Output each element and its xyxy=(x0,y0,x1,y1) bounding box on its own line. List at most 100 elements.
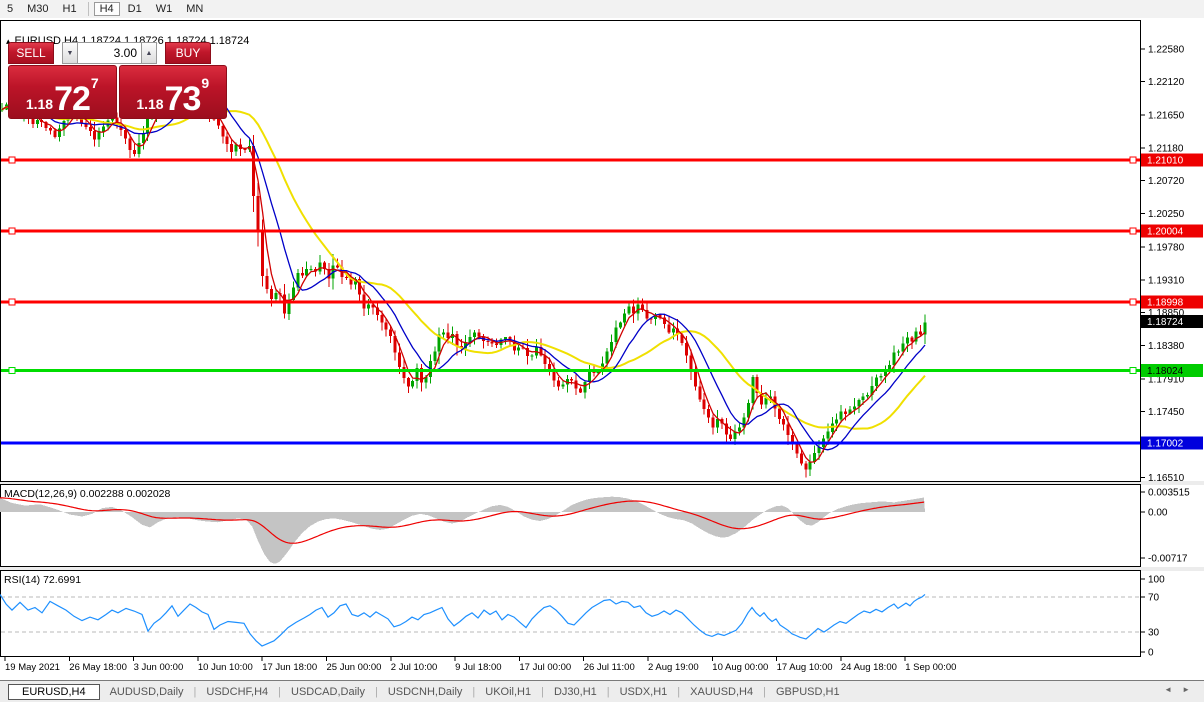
price-tick: 1.19780 xyxy=(1148,242,1185,253)
collapse-panel-icon[interactable]: ▴ xyxy=(6,36,11,46)
rsi-pane-frame xyxy=(0,570,1141,657)
time-axis-label: 17 Jul 00:00 xyxy=(519,662,571,673)
tab-usdchf[interactable]: USDCHF,H4 xyxy=(206,686,269,698)
tab-separator: | xyxy=(374,686,378,698)
chart-window: 1.22580 1.22120 1.21650 1.21180 1.20720 1.202… xyxy=(0,18,1204,680)
hline-handle xyxy=(1129,298,1137,306)
time-axis-label: 9 Jul 18:00 xyxy=(455,662,501,673)
hline-price-label: 1.17002 xyxy=(1147,438,1184,449)
macd-signal-line xyxy=(0,497,925,544)
tab-separator: | xyxy=(606,686,610,698)
tab-scroll-left-icon[interactable]: ◄ xyxy=(1164,685,1183,694)
macd-label: MACD(12,26,9) 0.002288 0.002028 xyxy=(4,488,171,500)
tab-separator: | xyxy=(472,686,476,698)
tab-scroll-arrows[interactable]: ◄► xyxy=(1164,685,1200,694)
tab-dj30[interactable]: DJ30,H1 xyxy=(553,686,597,698)
tab-audusd[interactable]: AUDUSD,Daily xyxy=(109,686,184,698)
timeframe-button-5[interactable]: 5 xyxy=(7,3,14,15)
tab-xauusd[interactable]: XAUUSD,H4 xyxy=(690,686,754,698)
hline-handle xyxy=(8,156,16,164)
macd-pane-frame xyxy=(0,484,1141,567)
rsi-scale-label: 100 xyxy=(1148,575,1165,586)
candles xyxy=(0,77,927,478)
hline-price-label: 1.21010 xyxy=(1147,156,1184,167)
volume-increase-button[interactable]: ▲ xyxy=(141,42,157,64)
tab-scroll-right-icon[interactable]: ► xyxy=(1182,685,1200,694)
hline-price-label: 1.18024 xyxy=(1147,366,1184,377)
hline-handle xyxy=(1129,367,1137,375)
rsi-line xyxy=(0,593,926,647)
time-axis-label: 10 Aug 00:00 xyxy=(712,662,768,673)
time-axis-label: 24 Aug 18:00 xyxy=(841,662,897,673)
sell-price-main: 72 xyxy=(54,80,91,118)
hline-handle xyxy=(1129,227,1137,235)
timeframe-button-h4[interactable]: H4 xyxy=(93,2,120,16)
rsi-scale-label: 70 xyxy=(1148,593,1160,604)
price-tick: 1.18380 xyxy=(1148,341,1185,352)
trade-controls-row: SELL ▼ ▲ BUY xyxy=(8,42,227,64)
time-axis-label: 26 Jul 11:00 xyxy=(584,662,635,673)
time-axis-label: 3 Jun 00:00 xyxy=(134,662,184,673)
time-axis-label: 1 Sep 00:00 xyxy=(905,662,956,673)
tab-separator: | xyxy=(278,686,281,698)
hline-price-label: 1.18998 xyxy=(1147,298,1184,309)
buy-price-main: 73 xyxy=(164,80,202,118)
sell-price-button[interactable]: 1.18 72 7 xyxy=(8,65,117,119)
macd-histogram xyxy=(0,496,925,564)
sell-button[interactable]: SELL xyxy=(8,42,54,64)
price-tick: 1.18850 xyxy=(1148,308,1185,319)
buy-button[interactable]: BUY xyxy=(165,42,211,64)
tab-items: AUDUSD,Daily | USDCHF,H4 | USDCAD,Daily | USDC… xyxy=(100,686,850,698)
buy-price-prefix: 1.18 xyxy=(136,96,164,112)
hline-handle xyxy=(8,367,16,375)
tab-ukoil[interactable]: UKOil,H1 xyxy=(485,686,532,698)
tab-eurusd-active[interactable]: EURUSD,H4 xyxy=(8,684,100,700)
time-axis-label: 2 Aug 19:00 xyxy=(648,662,699,673)
timeframe-toolbar: 5 M30 H1 H4 D1 W1 MN xyxy=(0,0,1204,19)
hline-handle xyxy=(8,298,16,306)
price-tick: 1.22580 xyxy=(1148,45,1185,56)
volume-input[interactable] xyxy=(78,42,141,64)
price-tick: 1.21650 xyxy=(1148,110,1185,121)
volume-decrease-button[interactable]: ▼ xyxy=(62,42,78,64)
price-tick: 1.17450 xyxy=(1148,407,1185,418)
current-price-label: 1.18724 xyxy=(1147,317,1184,328)
ma-fast-line xyxy=(1,83,926,463)
sell-price-pip: 7 xyxy=(90,75,99,91)
buy-price-button[interactable]: 1.18 73 9 xyxy=(118,65,227,119)
price-tick: 1.16510 xyxy=(1148,473,1185,484)
timeframe-button-mn[interactable]: MN xyxy=(186,3,204,15)
tab-usdcad[interactable]: USDCAD,Daily xyxy=(291,686,365,698)
symbol-tab-bar: EURUSD,H4 AUDUSD,Daily | USDCHF,H4 | USDCAD,… xyxy=(0,680,1204,702)
rsi-label: RSI(14) 72.6991 xyxy=(4,574,81,586)
ma-mid-line xyxy=(1,92,926,451)
timeframe-button-w1[interactable]: W1 xyxy=(155,3,173,15)
price-tick: 1.21180 xyxy=(1148,144,1184,155)
time-axis-label: 17 Aug 10:00 xyxy=(777,662,833,673)
timeframe-button-m30[interactable]: M30 xyxy=(27,3,49,15)
time-axis-label: 25 Jun 00:00 xyxy=(327,662,382,673)
tab-separator: | xyxy=(677,686,681,698)
hline-handle xyxy=(1129,156,1137,164)
spin-up-icon: ▲ xyxy=(145,49,153,57)
price-tick: 1.22120 xyxy=(1148,77,1185,88)
one-click-trading-panel: SELL ▼ ▲ BUY 1.18 72 7 1.18 73 9 xyxy=(8,42,227,119)
macd-scale-label: 0.003515 xyxy=(1148,488,1190,499)
sell-price-prefix: 1.18 xyxy=(25,96,54,112)
hline-handle xyxy=(8,227,16,235)
time-axis-label: 10 Jun 10:00 xyxy=(198,662,253,673)
tab-gbpusd[interactable]: GBPUSD,H1 xyxy=(775,686,840,698)
timeframe-button-d1[interactable]: D1 xyxy=(127,3,142,15)
macd-scale-label: -0.00717 xyxy=(1148,554,1188,565)
tab-usdx[interactable]: USDX,H1 xyxy=(619,686,668,698)
price-tick: 1.19310 xyxy=(1148,276,1185,287)
buy-price-pip: 9 xyxy=(201,75,210,91)
timeframe-button-h1[interactable]: H1 xyxy=(62,3,77,15)
spin-down-icon: ▼ xyxy=(66,49,74,57)
tab-separator: | xyxy=(193,686,197,698)
rsi-scale-label: 0 xyxy=(1148,648,1154,659)
price-chart[interactable]: 1.22580 1.22120 1.21650 1.21180 1.20720 1.202… xyxy=(0,18,1204,680)
tab-separator: | xyxy=(541,686,544,698)
tab-usdcnh[interactable]: USDCNH,Daily xyxy=(387,686,463,698)
